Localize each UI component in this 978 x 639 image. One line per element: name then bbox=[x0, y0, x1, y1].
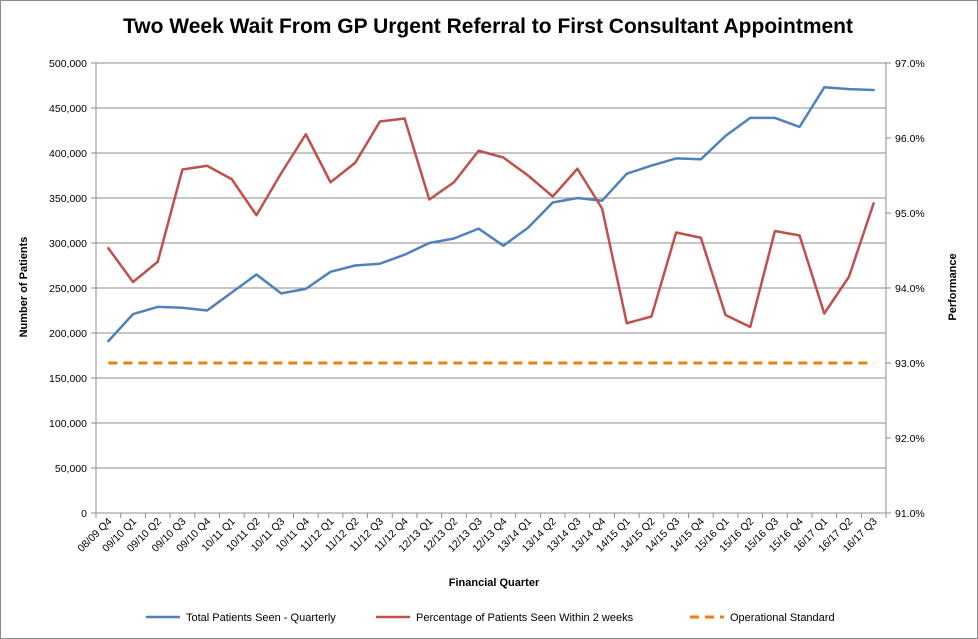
y2-axis-ticks: 91.0% 92.0% 93.0% 94.0% 95.0% 96.0% 97.0% bbox=[886, 58, 925, 520]
y2-tick-label: 91.0% bbox=[895, 508, 925, 520]
legend-label: Operational Standard bbox=[730, 612, 835, 624]
y-tick-label: 50,000 bbox=[55, 463, 87, 475]
y2-axis-title: Performance bbox=[947, 253, 959, 320]
y-axis-title: Number of Patients bbox=[18, 237, 30, 338]
legend: Total Patients Seen - Quarterly Percentag… bbox=[146, 612, 835, 624]
series-line-2 bbox=[107, 117, 875, 329]
y-tick-label: 100,000 bbox=[49, 418, 87, 430]
y2-tick-label: 96.0% bbox=[895, 133, 925, 145]
y-tick-label: 300,000 bbox=[49, 238, 87, 250]
y-tick-label: 150,000 bbox=[49, 373, 87, 385]
y2-tick-label: 95.0% bbox=[895, 208, 925, 220]
y2-tick-label: 97.0% bbox=[895, 58, 925, 70]
y-tick-label: 0 bbox=[81, 508, 87, 520]
y2-tick-label: 94.0% bbox=[895, 283, 925, 295]
y-tick-label: 450,000 bbox=[49, 103, 87, 115]
legend-label: Total Patients Seen - Quarterly bbox=[186, 612, 336, 624]
y-tick-label: 250,000 bbox=[49, 283, 87, 295]
series-line-1 bbox=[107, 86, 875, 343]
gridlines bbox=[96, 62, 886, 514]
series-lines bbox=[107, 86, 875, 365]
y-tick-label: 400,000 bbox=[49, 148, 87, 160]
legend-label: Percentage of Patients Seen Within 2 wee… bbox=[416, 612, 634, 624]
y-tick-label: 350,000 bbox=[49, 193, 87, 205]
y-tick-label: 500,000 bbox=[49, 58, 87, 70]
y2-tick-label: 93.0% bbox=[895, 358, 925, 370]
x-axis-title: Financial Quarter bbox=[449, 577, 540, 589]
chart-title: Two Week Wait From GP Urgent Referral to… bbox=[123, 15, 853, 38]
y-tick-label: 200,000 bbox=[49, 328, 87, 340]
y2-tick-label: 92.0% bbox=[895, 433, 925, 445]
y-axis-ticks: 0 50,000 100,000 150,000 200,000 250,000 300,0… bbox=[49, 58, 96, 520]
